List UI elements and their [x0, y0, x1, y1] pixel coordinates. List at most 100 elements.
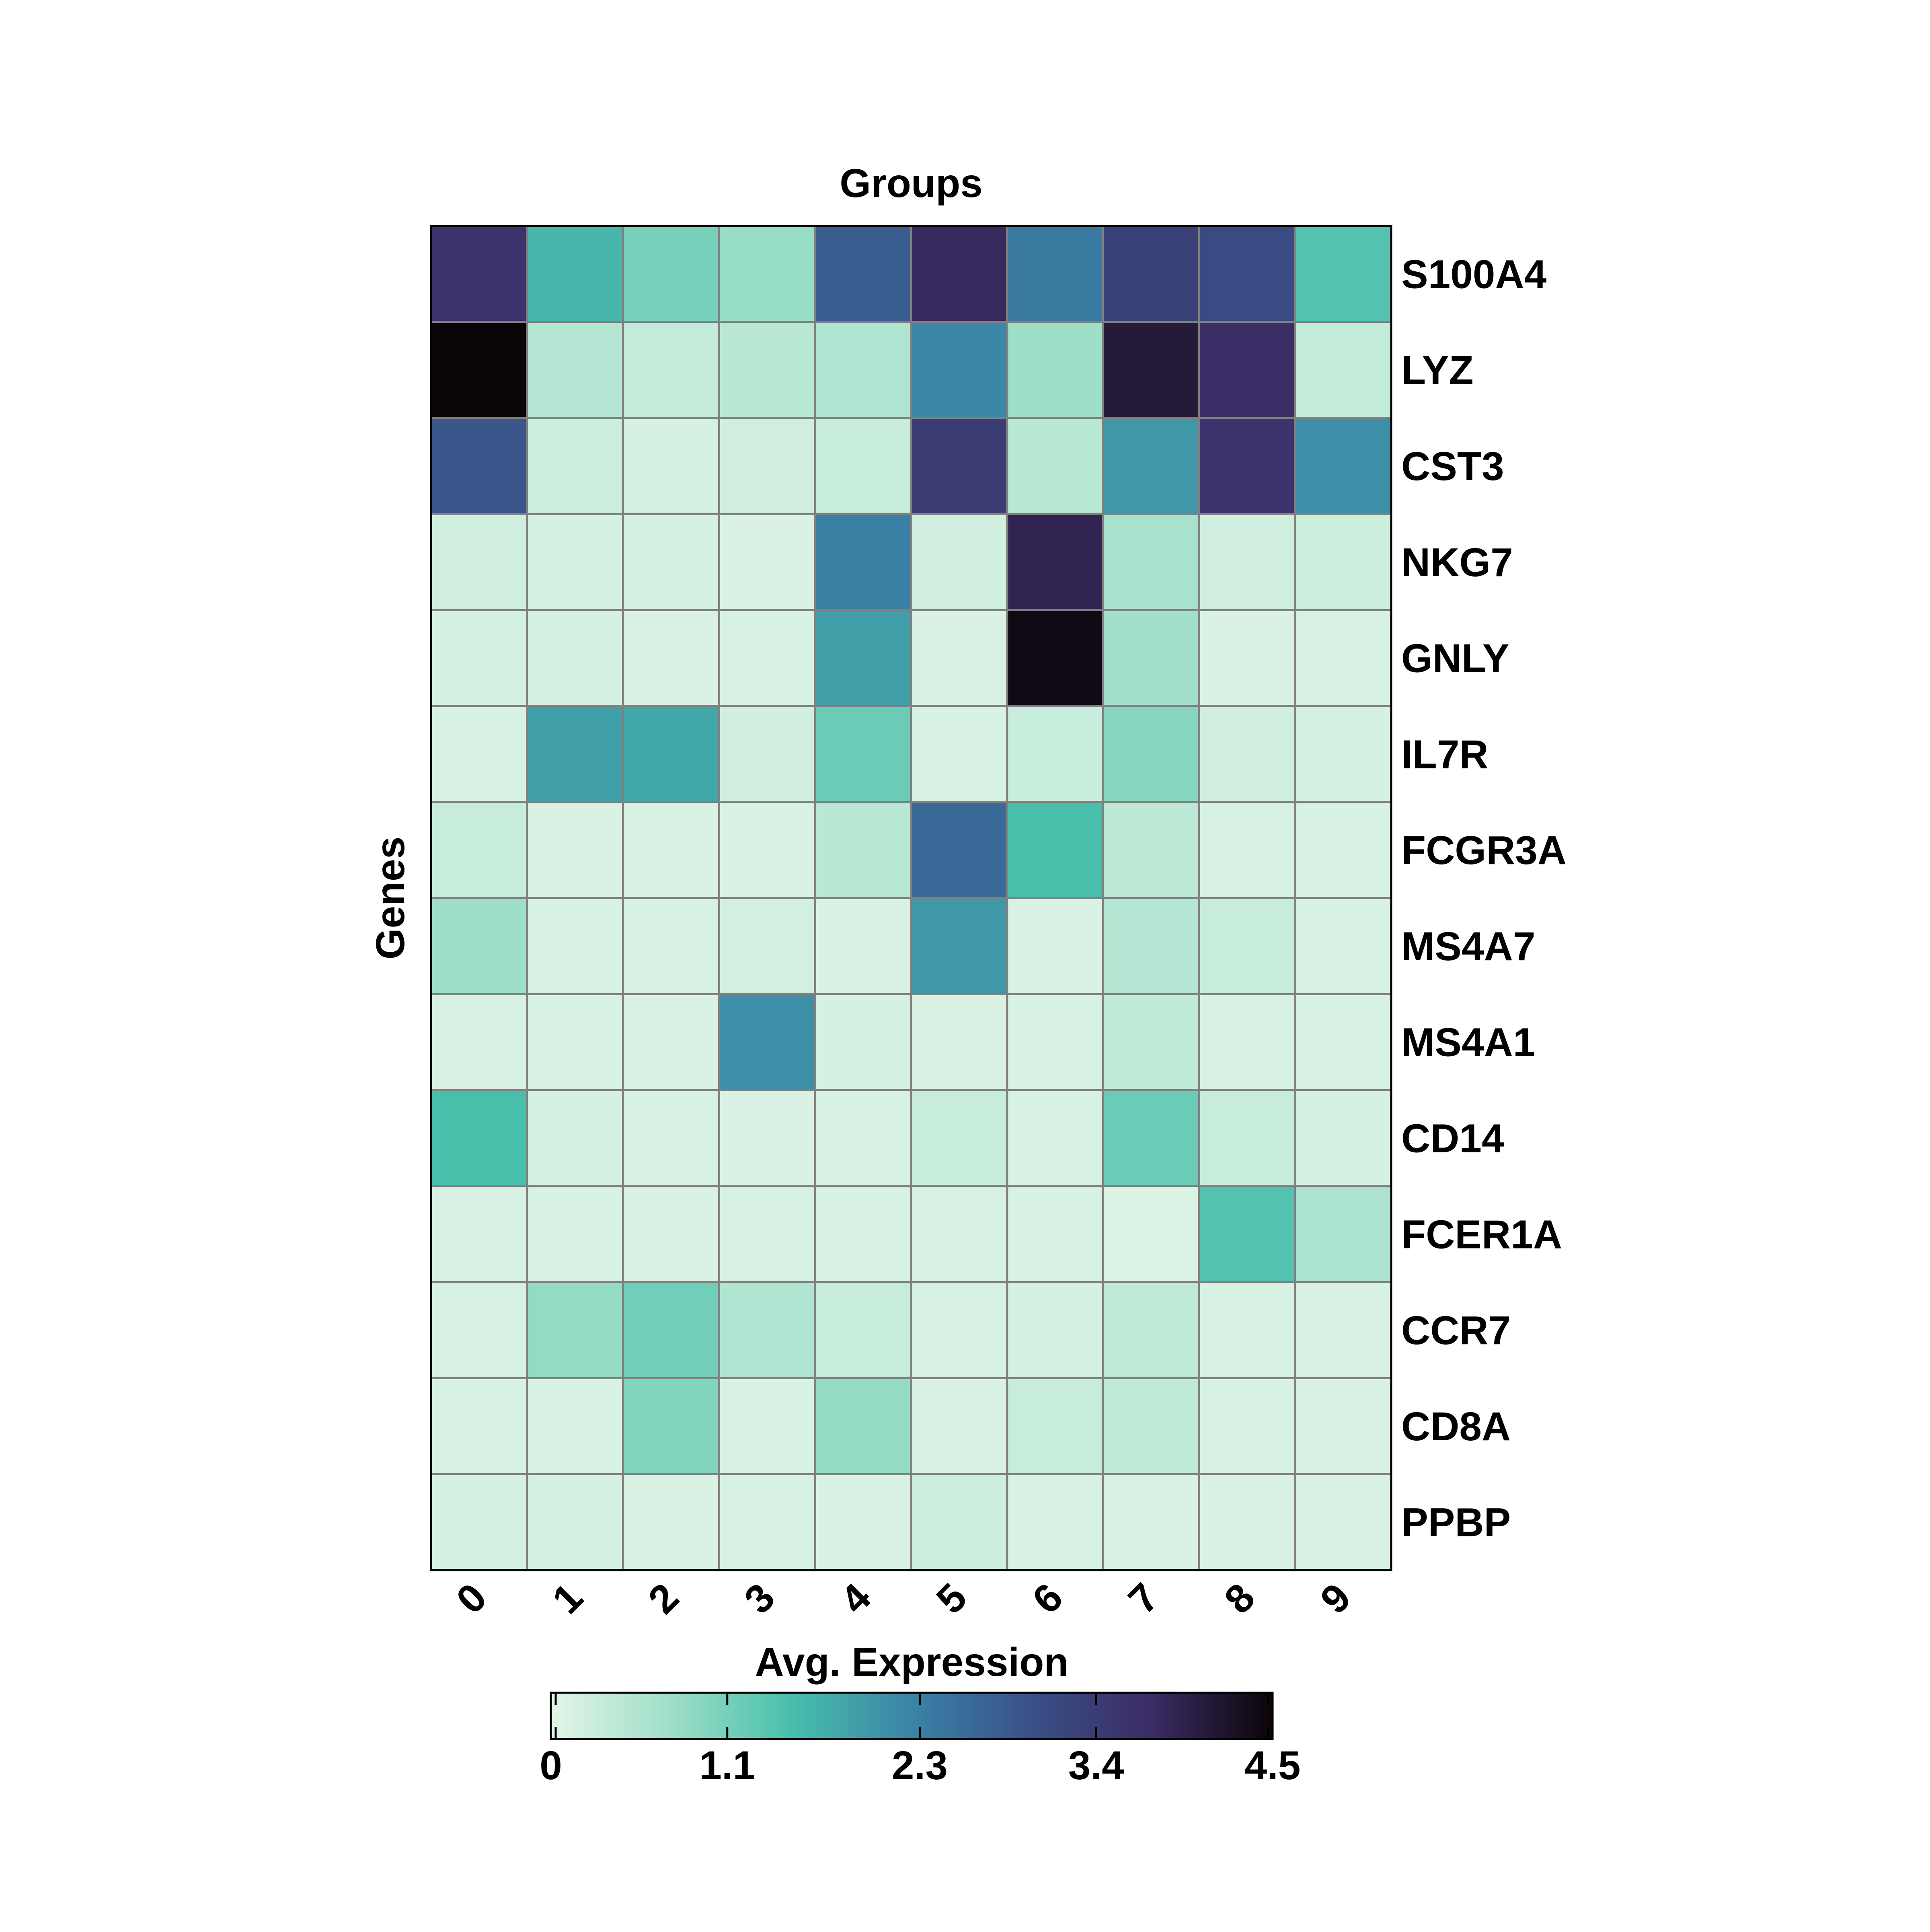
heatmap-cell	[814, 1377, 912, 1475]
heatmap-cell	[1294, 225, 1392, 323]
heatmap-cell	[526, 1377, 624, 1475]
heatmap-cell	[1006, 897, 1105, 995]
heatmap-cell	[430, 321, 528, 419]
gene-labels: S100A4 LYZ CST3 NKG7 GNLY IL7R FCGR3A MS4A7 MS4A…	[1401, 252, 1567, 1545]
heatmap-cell	[430, 705, 528, 803]
heatmap-cell	[1006, 1089, 1105, 1187]
heatmap-cell	[1198, 417, 1296, 515]
heatmap-cell	[1006, 1473, 1105, 1571]
heatmap-cell	[718, 993, 816, 1091]
heatmap-cell	[430, 1377, 528, 1475]
heatmap-cell	[910, 1185, 1008, 1283]
gene-label: FCER1A	[1401, 1212, 1562, 1257]
heatmap-cell	[430, 1185, 528, 1283]
heatmap-cell	[1102, 1089, 1200, 1187]
gene-label: IL7R	[1401, 732, 1489, 777]
heatmap-cell	[1102, 225, 1200, 323]
heatmap-cell	[1102, 513, 1200, 611]
heatmap-cell	[622, 321, 720, 419]
group-labels: 0 1 2 3 4 5 6 7 8 9	[448, 1575, 1359, 1622]
heatmap-cell	[1102, 1281, 1200, 1379]
group-label: 6	[1024, 1575, 1072, 1622]
heatmap-cell	[622, 609, 720, 707]
heatmap-cell	[814, 609, 912, 707]
heatmap-cell	[1294, 1377, 1392, 1475]
heatmap-cell	[1198, 1377, 1296, 1475]
heatmap-cell	[718, 1473, 816, 1571]
heatmap-cell	[526, 801, 624, 899]
colorbar-title: Avg. Expression	[755, 1640, 1069, 1685]
heatmap-cell	[1006, 705, 1105, 803]
heatmap-cell	[718, 225, 816, 323]
heatmap-cell	[1102, 705, 1200, 803]
heatmap-cell	[526, 321, 624, 419]
heatmap-cell	[814, 1185, 912, 1283]
gene-label: MS4A7	[1401, 924, 1535, 969]
heatmap-cell	[622, 801, 720, 899]
heatmap-cell	[814, 1281, 912, 1379]
x-axis-title: Groups	[840, 161, 983, 206]
heatmap-cell	[910, 1473, 1008, 1571]
group-label: 3	[736, 1575, 784, 1622]
heatmap-cell	[718, 321, 816, 419]
gene-label: MS4A1	[1401, 1020, 1535, 1065]
heatmap-cell	[1006, 321, 1105, 419]
heatmap-cell	[1102, 1185, 1200, 1283]
heatmap-cell	[430, 801, 528, 899]
heatmap-cell	[1198, 1473, 1296, 1571]
heatmap-cell	[526, 1473, 624, 1571]
heatmap-cell	[1294, 513, 1392, 611]
colorbar-tick-label: 3.4	[1068, 1743, 1124, 1788]
group-label: 9	[1312, 1575, 1360, 1622]
heatmap-cell	[814, 897, 912, 995]
heatmap-cell	[1102, 993, 1200, 1091]
colorbar-tick-label: 4.5	[1244, 1743, 1300, 1788]
gene-label: FCGR3A	[1401, 828, 1567, 873]
heatmap-cell	[1006, 225, 1105, 323]
heatmap-cell	[910, 705, 1008, 803]
group-label: 2	[640, 1575, 688, 1622]
heatmap-cell	[814, 993, 912, 1091]
heatmap-cell	[1294, 1473, 1392, 1571]
heatmap-cell	[814, 513, 912, 611]
heatmap-cell	[526, 225, 624, 323]
heatmap-cell	[526, 609, 624, 707]
heatmap-cell	[910, 1377, 1008, 1475]
heatmap-cell	[526, 993, 624, 1091]
heatmap-cell	[1198, 993, 1296, 1091]
heatmap-cell	[814, 1473, 912, 1571]
gene-label: CD14	[1401, 1116, 1504, 1161]
heatmap-cell	[622, 897, 720, 995]
heatmap-cell	[622, 225, 720, 323]
gene-label: S100A4	[1401, 252, 1547, 297]
gene-label: NKG7	[1401, 540, 1513, 585]
heatmap-cell	[1006, 1185, 1105, 1283]
heatmap-cell	[430, 1281, 528, 1379]
colorbar-tick-label: 2.3	[892, 1743, 948, 1788]
heatmap-cell	[1294, 705, 1392, 803]
heatmap-cell	[718, 1281, 816, 1379]
heatmap-cell	[718, 1185, 816, 1283]
heatmap-cell	[718, 513, 816, 611]
heatmap-cell	[1198, 321, 1296, 419]
heatmap-cell	[622, 513, 720, 611]
heatmap-cell	[814, 801, 912, 899]
heatmap-cell	[1294, 1089, 1392, 1187]
group-label: 1	[544, 1575, 591, 1622]
gene-label: PPBP	[1401, 1500, 1511, 1545]
heatmap-cell	[1198, 609, 1296, 707]
heatmap-cell	[622, 1185, 720, 1283]
colorbar	[550, 1692, 1274, 1740]
heatmap-cell	[718, 1377, 816, 1475]
heatmap-cell	[1294, 1281, 1392, 1379]
heatmap-cell	[1294, 321, 1392, 419]
heatmap-cell	[910, 417, 1008, 515]
heatmap-cell	[910, 609, 1008, 707]
heatmap-cell	[526, 417, 624, 515]
heatmap-cell	[910, 897, 1008, 995]
heatmap-cell	[910, 801, 1008, 899]
group-label: 8	[1216, 1575, 1264, 1622]
heatmap-cell	[1006, 513, 1105, 611]
